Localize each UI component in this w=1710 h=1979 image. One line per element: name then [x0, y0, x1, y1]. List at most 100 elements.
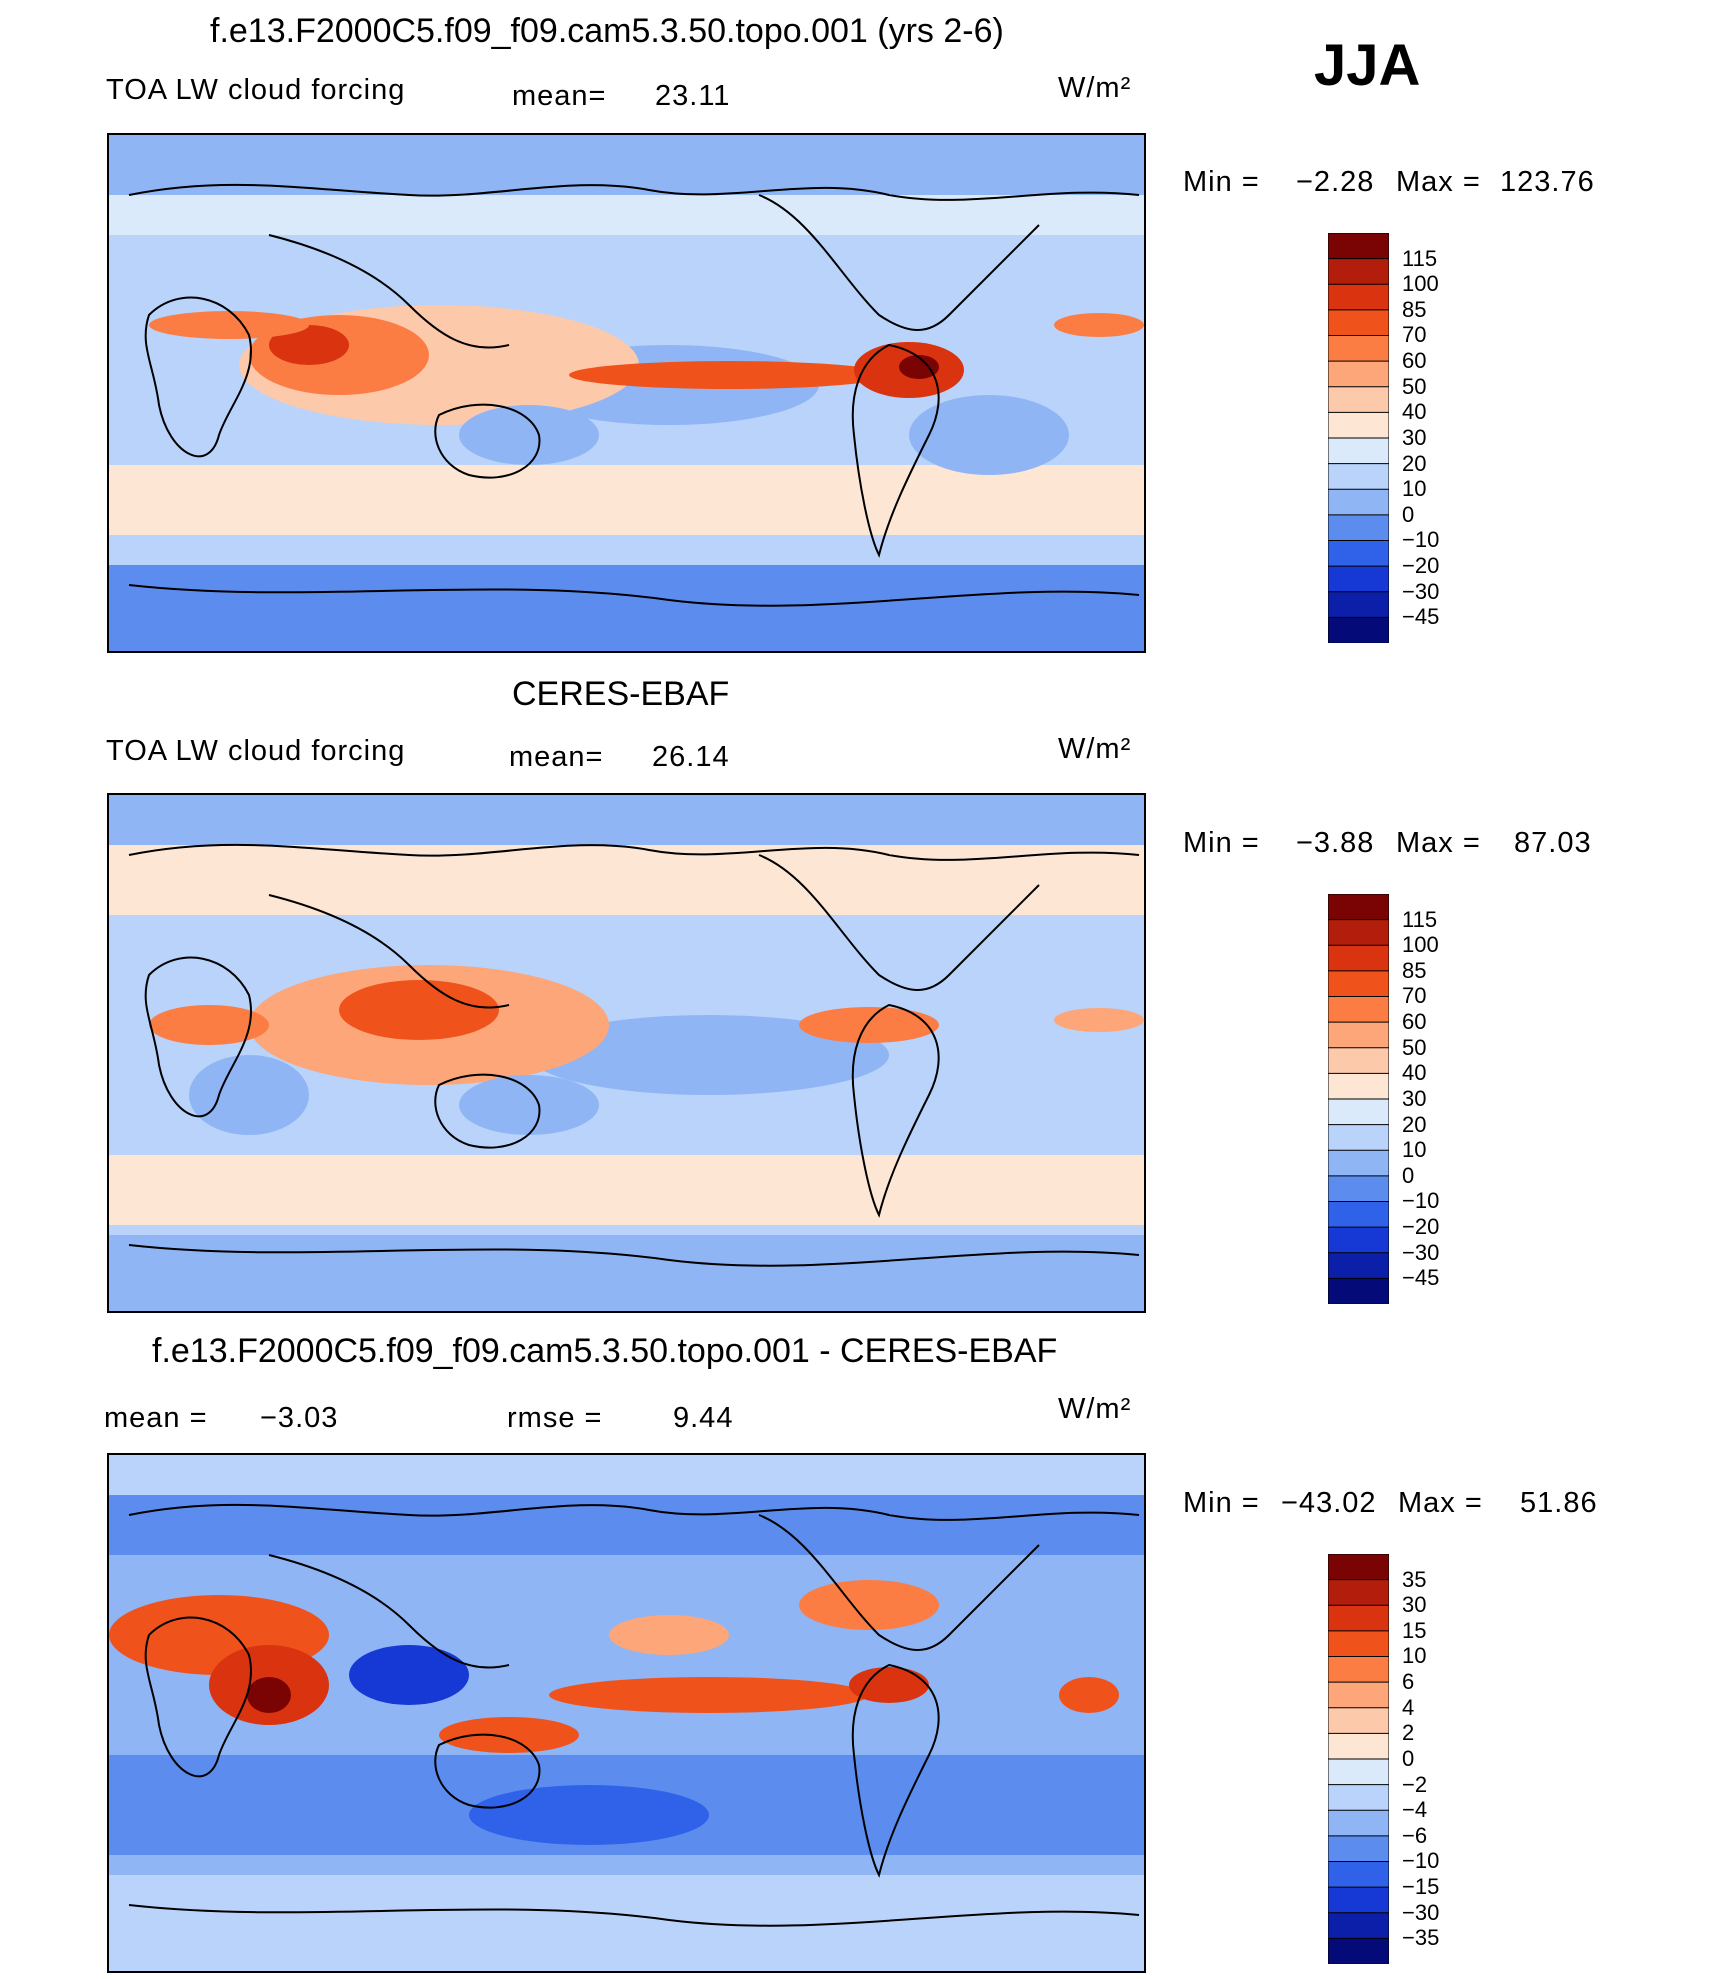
- panel-3-rmse-label: rmse =: [507, 1402, 603, 1434]
- panel-3-colorbar-bin-11: [1328, 1835, 1389, 1863]
- panel-1-colorbar-bin-14: [1328, 591, 1389, 619]
- panel-1-colorbar-bin-15: [1328, 616, 1389, 643]
- panel-2-atlantic-band: [1054, 1008, 1144, 1032]
- panel-1-colorbar-label-3: 70: [1402, 322, 1427, 347]
- panel-3-central-africa-core: [247, 1677, 291, 1713]
- panel-2-colorbar-label-7: 30: [1402, 1086, 1427, 1111]
- panel-2-colorbar-bin-15: [1328, 1277, 1389, 1304]
- panel-1-units: W/m²: [1058, 72, 1132, 104]
- panel-2-mean-label: mean=: [509, 741, 604, 773]
- panel-3-colorbar-label-0: 35: [1402, 1567, 1427, 1592]
- panel-1-coastline-north-america: [758, 194, 1040, 331]
- panel-1-colorbar-label-11: −10: [1402, 527, 1440, 552]
- panel-3-max-value: 51.86: [1520, 1487, 1598, 1519]
- panel-2-colorbar-label-11: −10: [1402, 1188, 1440, 1213]
- panel-3-coastline-north: [128, 1503, 1140, 1521]
- panel-2-variable-label: TOA LW cloud forcing: [106, 735, 406, 767]
- panel-2-colorbar-bin-1: [1328, 919, 1389, 947]
- panel-3-mean-value: −3.03: [260, 1402, 339, 1434]
- panel-3-coastline-eurasia: [268, 1554, 510, 1669]
- panel-2-coastline-south-america: [851, 1003, 940, 1218]
- panel-2-title: CERES-EBAF: [512, 675, 730, 713]
- panel-1-colorbar-bin-6: [1328, 386, 1389, 414]
- panel-2-coastline-eurasia: [268, 894, 510, 1009]
- panel-2-colorbar-bin-0: [1328, 894, 1389, 921]
- panel-3-maritime-band: [439, 1717, 579, 1753]
- panel-2-colorbar-label-5: 50: [1402, 1035, 1427, 1060]
- panel-3-colorbar-bin-4: [1328, 1656, 1389, 1683]
- panel-1-india-core: [269, 325, 349, 365]
- panel-2-australia-low: [459, 1075, 599, 1135]
- panel-1-coastline-africa: [144, 296, 252, 458]
- panel-2-min-label: Min =: [1183, 827, 1260, 859]
- panel-3-coastline-antarctica: [128, 1904, 1140, 1927]
- panel-3-colorbar-bin-13: [1328, 1886, 1389, 1914]
- panel-1-colorbar-bin-4: [1328, 335, 1389, 362]
- panel-3-title: f.e13.F2000C5.f09_f09.cam5.3.50.topo.001…: [152, 1332, 1058, 1370]
- panel-1-nh-midlat-band: [109, 195, 1144, 235]
- panel-3-colorbar-bin-8: [1328, 1758, 1389, 1786]
- panel-2-units: W/m²: [1058, 733, 1132, 765]
- panel-1-coastline-eurasia: [268, 234, 510, 349]
- panel-3-colorbar-bin-1: [1328, 1579, 1389, 1607]
- panel-1-colorbar-bin-0: [1328, 233, 1389, 260]
- season-label: JJA: [1314, 33, 1421, 98]
- panel-2-colorbar-bin-14: [1328, 1252, 1389, 1280]
- panel-1-colorbar-label-9: 10: [1402, 476, 1427, 501]
- panel-2-colorbar-bin-4: [1328, 996, 1389, 1023]
- panel-3-colorbar-label-5: 4: [1402, 1695, 1415, 1720]
- panel-1-west-africa-band: [149, 311, 309, 339]
- panel-2-colorbar-label-1: 100: [1402, 932, 1439, 957]
- panel-2-colorbar-label-14: −45: [1402, 1265, 1440, 1290]
- panel-2-colorbar-label-2: 85: [1402, 958, 1427, 983]
- panel-1-colorbar-bin-11: [1328, 514, 1389, 542]
- panel-3-units: W/m²: [1058, 1393, 1132, 1425]
- panel-1-title: f.e13.F2000C5.f09_f09.cam5.3.50.topo.001…: [210, 12, 1004, 50]
- panel-2-colorbar-label-13: −30: [1402, 1240, 1440, 1265]
- panel-1-variable-label: TOA LW cloud forcing: [106, 74, 406, 106]
- panel-1-max-label: Max =: [1396, 166, 1481, 198]
- panel-3-colorbar-bin-9: [1328, 1784, 1389, 1812]
- panel-1-southern-ocean-band: [109, 465, 1144, 535]
- panel-3-colorbar-bin-7: [1328, 1732, 1389, 1760]
- panel-2-max-label: Max =: [1396, 827, 1481, 859]
- panel-1-colorbar-label-4: 60: [1402, 348, 1427, 373]
- panel-1-colorbar-bin-3: [1328, 309, 1389, 337]
- panel-1-colorbar-label-14: −45: [1402, 604, 1440, 629]
- panel-2-mean-value: 26.14: [652, 741, 730, 773]
- panel-3-colorbar-bin-5: [1328, 1681, 1389, 1709]
- panel-3-coastline-south-america: [851, 1663, 940, 1878]
- panel-2-southern-ocean-band: [109, 1155, 1144, 1225]
- panel-1-central-america-core: [899, 355, 939, 379]
- panel-3-colorbar-label-1: 30: [1402, 1592, 1427, 1617]
- panel-3-south-pacific-min: [469, 1785, 709, 1845]
- panel-3-colorbar-label-6: 2: [1402, 1720, 1415, 1745]
- panel-3-coastline-australia: [434, 1733, 541, 1809]
- panel-3-min-value: −43.02: [1281, 1487, 1377, 1519]
- panel-2-arctic-band: [109, 795, 1144, 845]
- panel-1-colorbar-bin-10: [1328, 488, 1389, 516]
- panel-1-colorbar-bin-1: [1328, 258, 1389, 286]
- panel-3-north-america-band: [799, 1580, 939, 1630]
- panel-1-south-atlantic-low: [909, 395, 1069, 475]
- panel-1-colorbar-label-6: 40: [1402, 399, 1427, 424]
- panel-3-colorbar-label-8: −2: [1402, 1772, 1428, 1797]
- panel-3-colorbar-label-14: −35: [1402, 1925, 1440, 1950]
- panel-3-map-svg: [109, 1455, 1144, 1971]
- panel-3-colorbar-svg: [1328, 1554, 1389, 1964]
- panel-1-colorbar-bin-13: [1328, 565, 1389, 593]
- panel-2-colorbar-label-6: 40: [1402, 1060, 1427, 1085]
- panel-2-bay-of-bengal-max: [339, 980, 499, 1040]
- panel-1-colorbar-label-7: 30: [1402, 425, 1427, 450]
- panel-1-coastline-australia: [434, 403, 541, 479]
- panel-2-coastline-north: [128, 843, 1140, 861]
- panel-3-mean-label: mean =: [104, 1402, 208, 1434]
- panel-2-colorbar-label-0: 115: [1402, 907, 1438, 932]
- panel-1-colorbar-label-8: 20: [1402, 451, 1427, 476]
- panel-1-colorbar-label-10: 0: [1402, 502, 1415, 527]
- panel-1-coastline-north: [128, 183, 1140, 201]
- panel-3-central-america-max: [849, 1667, 929, 1703]
- panel-3-colorbar-label-10: −6: [1402, 1823, 1428, 1848]
- panel-1-mean-label: mean=: [512, 80, 607, 112]
- panel-2-map: [107, 793, 1146, 1313]
